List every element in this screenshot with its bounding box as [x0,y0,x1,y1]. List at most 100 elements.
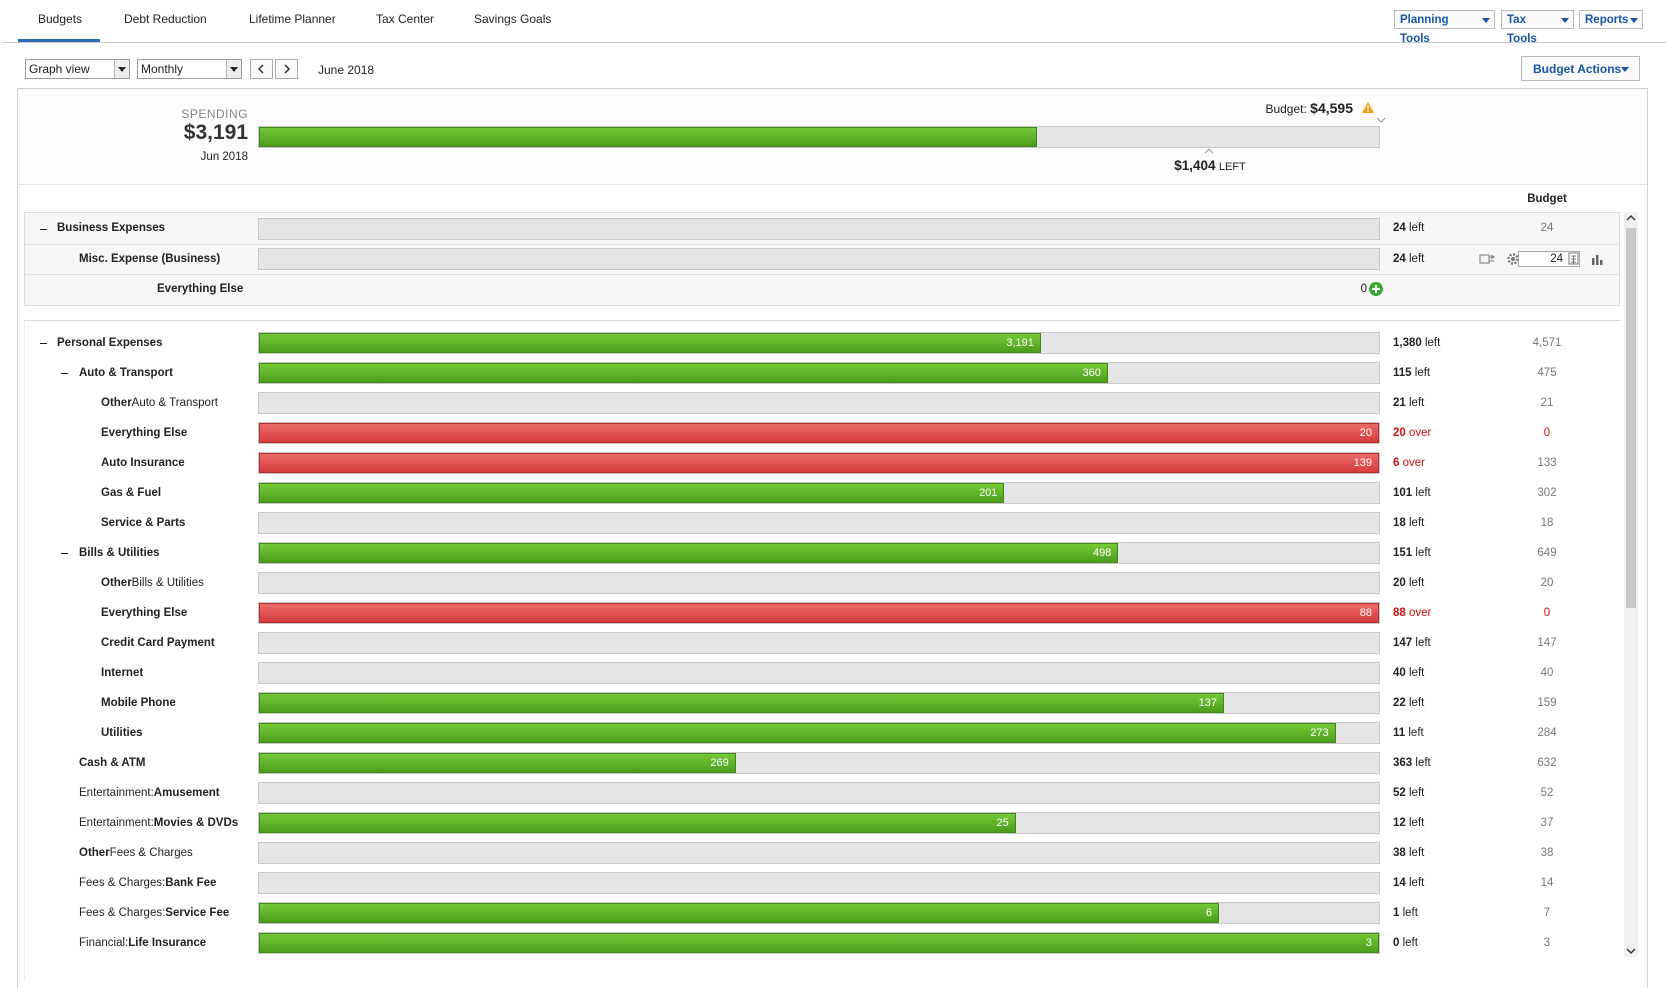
calculator-icon[interactable] [1568,252,1582,266]
personal-section [24,320,1621,981]
view-select[interactable]: Graph view [25,59,130,79]
collapse-toggle[interactable] [61,373,68,374]
tab[interactable]: Savings Goals [474,12,552,26]
scroll-down[interactable] [1624,945,1638,957]
category-name: Credit Card Payment [101,628,276,658]
tab[interactable]: Debt Reduction [124,12,207,26]
bar-track: 3 [258,932,1380,954]
category-name: Fees & Charges: Service Fee [79,898,254,928]
bar-label: 3,191 [1006,337,1034,349]
category-name: Other Fees & Charges [79,838,254,868]
tab[interactable]: Lifetime Planner [249,12,336,26]
category-name: Financial: Life Insurance [79,928,254,958]
tab[interactable]: Tax Center [376,12,435,26]
name-suffix: Fees & Charges [109,846,193,859]
add-button[interactable] [1369,282,1383,296]
bar-label: 201 [979,487,998,499]
remaining-word: left [1409,817,1425,829]
budget-amount: 4,571 [1532,337,1562,349]
collapse-toggle[interactable] [40,228,47,230]
bar-track [258,572,1380,594]
name-bold: Cash & ATM [79,756,146,769]
name-bold: Business Expenses [57,222,166,234]
category-name: Internet [101,658,276,688]
remaining-word: over [1402,457,1425,469]
chart-icon[interactable] [1590,252,1604,266]
remaining-amount: 11 [1393,727,1406,739]
remaining: 40 left [1393,658,1424,688]
bar-label: 3 [1365,937,1372,949]
collapse-toggle[interactable] [40,343,47,344]
name-bold: Service & Parts [101,516,186,529]
remaining-word: over [1409,427,1432,439]
remaining: 88 over [1393,598,1431,628]
period-select[interactable]: Monthly [137,59,242,79]
remaining-word: left [1409,253,1425,265]
select-value: Graph view [29,62,90,76]
budget-row: Auto & Transport 360 115 left 475 [24,358,1620,388]
name-bold: Auto Insurance [101,456,185,469]
menu-button[interactable]: Tax Tools [1501,10,1574,45]
budget-actions-button[interactable]: Budget Actions [1521,56,1640,81]
remaining: 1,380 left [1393,328,1440,358]
spending-month: Jun 2018 [200,151,248,163]
budget-amount: 24 [1540,222,1554,234]
budget-row: Auto Insurance 139 6 over 133 [24,448,1620,478]
select-value: Monthly [141,62,184,76]
remaining-amount: 14 [1393,877,1406,889]
menu-label: Budget Actions [1533,62,1622,76]
tab[interactable]: Budgets [38,12,83,26]
remaining-word: left [1409,517,1425,529]
remaining: 12 left [1393,808,1424,838]
category-name: Entertainment: Movies & DVDs [79,808,254,838]
bar-track: 20 [258,422,1380,444]
bar-fill: 6 [259,903,1219,923]
prev-button[interactable] [250,59,273,79]
next-button[interactable] [275,59,298,79]
remaining-amount: 20 [1393,427,1406,439]
budget-amount: 147 [1537,637,1557,649]
budget-row: Credit Card Payment 147 left 147 [24,628,1620,658]
remaining: 14 left [1393,868,1424,898]
remaining-word: left [1409,577,1425,589]
bar-fill: 25 [259,813,1016,833]
name-bold: Bills & Utilities [79,546,160,559]
remaining: 6 over [1393,448,1425,478]
name-bold: Mobile Phone [101,696,176,709]
budget-amount: 38 [1540,847,1554,859]
remaining-word: left [1409,667,1425,679]
remaining-word: left [1415,637,1431,649]
budget-input[interactable]: 24 [1518,251,1580,267]
remaining: 363 left [1393,748,1431,778]
bar-label: 269 [710,757,729,769]
remaining-word: left [1402,907,1418,919]
bar-label: 6 [1205,907,1212,919]
rollover-icon[interactable] [1479,252,1495,266]
remaining-amount: 18 [1393,517,1406,529]
left-word: LEFT [1218,161,1246,173]
category-name: Personal Expenses [57,328,232,358]
scrollbar-thumb[interactable] [1626,228,1636,608]
remaining: 21 left [1393,388,1424,418]
bar-label: 137 [1198,697,1218,709]
name-bold: Auto & Transport [79,366,173,379]
bar-track: 137 [258,692,1380,714]
budget-amount: $4,595 [1310,100,1353,116]
menu-button[interactable]: Planning Tools [1394,10,1495,45]
bar-label: 273 [1310,727,1329,739]
remaining-word: left [1409,847,1425,859]
name-bold: Internet [101,666,144,679]
bar-track: 139 [258,452,1380,474]
budget-row: Gas & Fuel 201 101 left 302 [24,478,1620,508]
menu-button[interactable]: Reports [1579,10,1643,29]
next-icon [284,64,291,74]
remaining: 24 left [1393,244,1424,274]
budget-amount: 37 [1540,817,1554,829]
name-suffix: Bills & Utilities [131,576,204,589]
collapse-toggle[interactable] [61,553,68,554]
category-name: Auto Insurance [101,448,276,478]
remaining: 22 left [1393,688,1424,718]
bar-track [258,248,1380,270]
settings-icon[interactable] [1506,252,1520,266]
scroll-up[interactable] [1624,212,1638,224]
